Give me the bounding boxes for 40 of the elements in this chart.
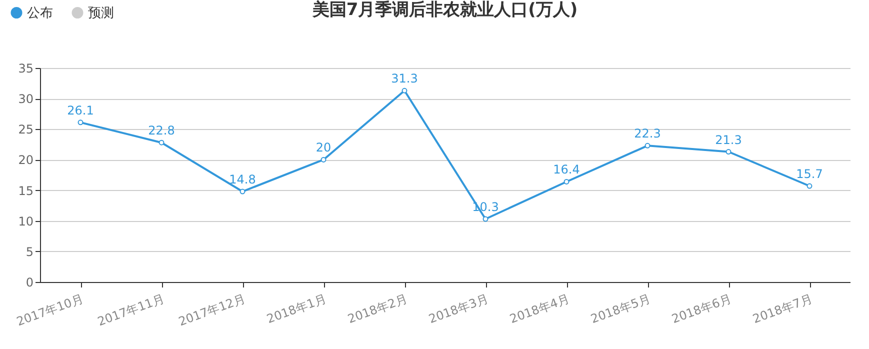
point [644,142,650,148]
x-tick-label: 2018年1月 [264,292,328,326]
y-tick-label: 5 [26,244,34,259]
data-label: 15.7 [796,167,823,182]
x-tick-label: 2018年4月 [508,292,572,326]
data-label: 22.3 [634,126,661,141]
legend-label: 预测 [88,6,114,21]
data-label: 26.1 [67,103,94,118]
point [482,216,488,222]
y-tick-label: 30 [18,92,34,106]
x-tick-label: 2018年3月 [426,292,490,326]
legend-label: 公布 [27,6,53,21]
chart-title: 美国7月季调后非农就业人口(万人) [311,0,578,20]
x-tick-label: 2017年11月 [96,292,166,329]
y-tick-label: 0 [26,276,34,290]
y-tick-label: 25 [18,122,34,137]
point [320,156,326,162]
point [564,178,570,184]
y-tick-label: 20 [18,153,34,168]
data-label: 31.3 [391,72,418,86]
point [806,183,812,189]
data-label: 16.4 [553,162,580,177]
point [240,188,246,194]
y-tick-label: 35 [18,62,34,76]
data-label: 20 [316,140,332,155]
data-label: 22.8 [148,124,175,138]
y-tick-label: 10 [18,214,34,228]
point [78,120,84,126]
point [726,149,732,154]
x-tick-label: 2018年7月 [750,292,814,326]
x-tick-label: 2018年5月 [588,292,652,326]
data-label: 21.3 [715,132,742,147]
x-tick-label: 2018年6月 [670,292,734,326]
x-tick-label: 2018年2月 [346,292,410,326]
y-tick-label: 15 [18,184,34,198]
x-tick-label: 2017年12月 [176,292,248,329]
data-label: 14.8 [229,172,256,187]
point [402,88,408,94]
x-tick-label: 2017年10月 [14,292,86,329]
point [158,140,164,146]
